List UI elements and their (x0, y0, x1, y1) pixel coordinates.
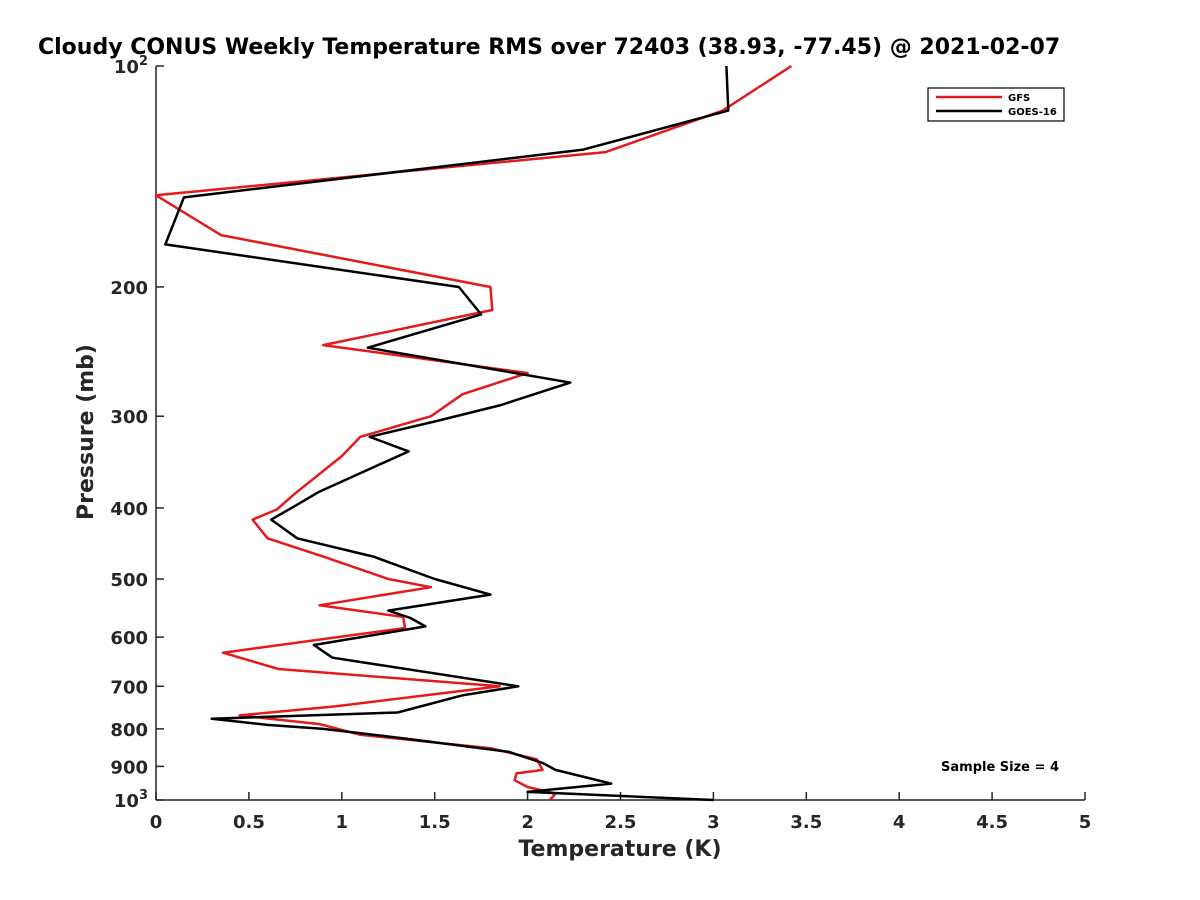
x-tick-label: 2 (521, 812, 534, 833)
x-tick-label: 4 (893, 812, 906, 833)
series-lines (154, 64, 793, 802)
x-tick-label: 0 (150, 812, 163, 833)
y-tick-label: 700 (110, 677, 148, 698)
y-tick-label: 600 (110, 628, 148, 649)
x-tick-label: 3.5 (790, 812, 822, 833)
x-axis-label: Temperature (K) (518, 837, 721, 862)
series-line-goes-16 (164, 65, 730, 802)
chart-title: Cloudy CONUS Weekly Temperature RMS over… (38, 35, 1060, 60)
y-tick-label: 500 (110, 570, 148, 591)
sample-size-annotation: Sample Size = 4 (941, 760, 1059, 775)
legend-entry-label: GFS (1008, 93, 1030, 104)
x-tick-label: 3 (707, 812, 720, 833)
y-tick-label: 103 (114, 788, 148, 812)
y-tick-label: 900 (110, 757, 148, 778)
y-tick-label-base: 10 (114, 57, 139, 78)
y-tick-label: 800 (110, 720, 148, 741)
y-tick-label: 200 (110, 278, 148, 299)
y-tick-label: 400 (110, 499, 148, 520)
x-tick-label: 1.5 (419, 812, 451, 833)
y-axis-label: Pressure (mb) (74, 344, 99, 520)
legend-entry-label: GOES-16 (1008, 107, 1057, 118)
x-tick-label: 4.5 (976, 812, 1008, 833)
y-tick-label: 300 (110, 407, 148, 428)
y-tick-label-exponent: 3 (139, 788, 148, 803)
y-tick-label-exponent: 2 (139, 54, 148, 69)
y-tick-label-base: 10 (114, 791, 139, 812)
x-tick-label: 0.5 (233, 812, 265, 833)
x-tick-label: 5 (1079, 812, 1092, 833)
legend: GFS GOES-16 (927, 87, 1065, 122)
legend-box (927, 87, 1065, 122)
axes: 0 0.5 1 1.5 2 2.5 3 3.5 4 4.5 51022003004005006007… (110, 54, 1091, 833)
y-tick-label: 102 (114, 54, 148, 78)
x-tick-label: 2.5 (605, 812, 637, 833)
x-tick-label: 1 (336, 812, 349, 833)
